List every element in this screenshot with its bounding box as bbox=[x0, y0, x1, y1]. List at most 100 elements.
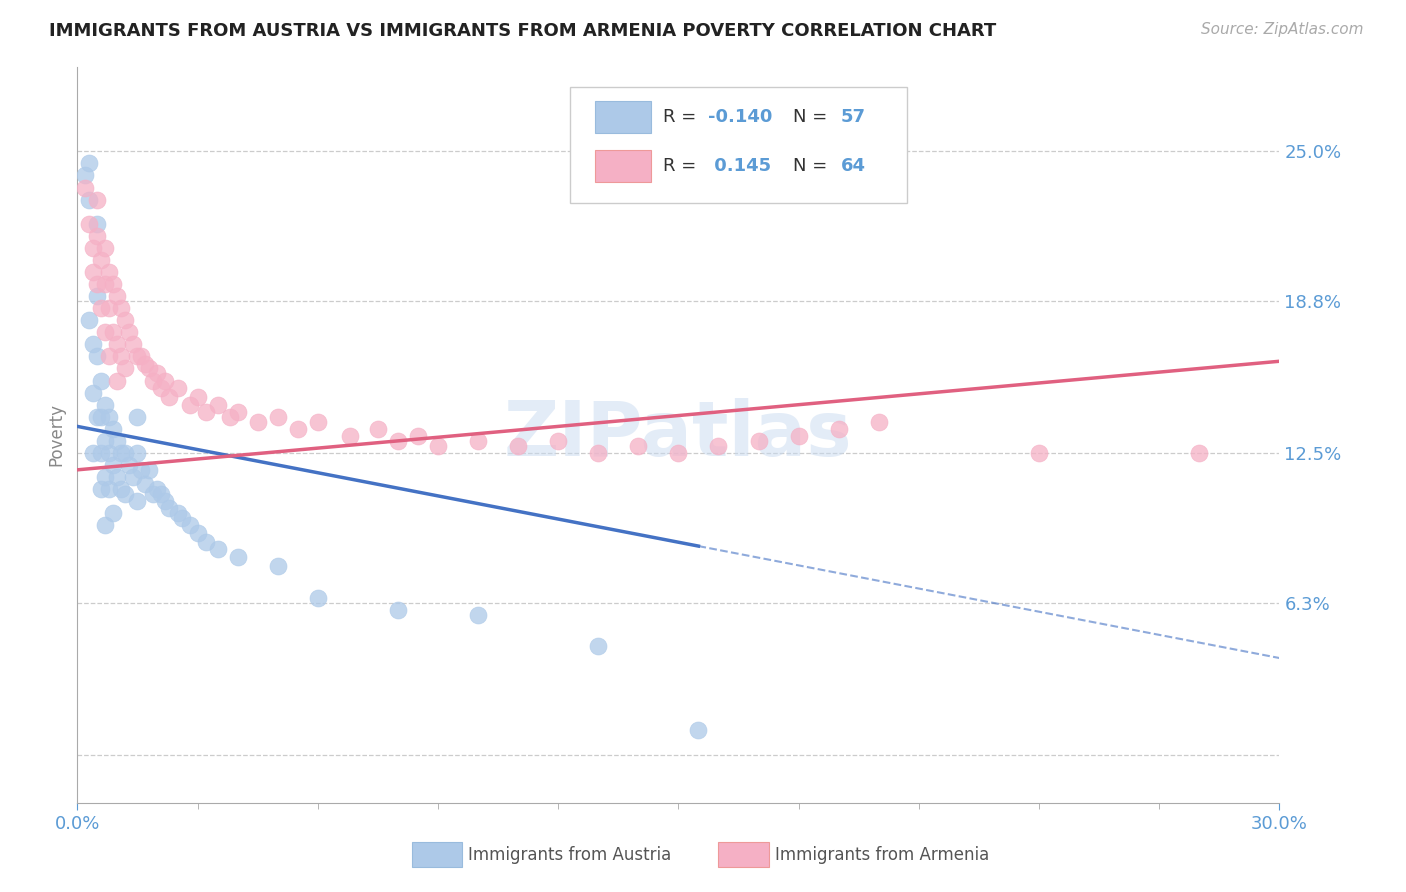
Point bbox=[103, 326, 125, 340]
Point bbox=[114, 361, 136, 376]
Point bbox=[155, 374, 177, 388]
Point bbox=[150, 381, 173, 395]
Point bbox=[75, 180, 97, 194]
Text: 0.145: 0.145 bbox=[709, 157, 772, 175]
Point bbox=[94, 398, 117, 412]
Point bbox=[307, 591, 329, 605]
Point bbox=[406, 429, 429, 443]
Text: Immigrants from Armenia: Immigrants from Armenia bbox=[775, 846, 988, 864]
Point bbox=[107, 374, 129, 388]
Text: 57: 57 bbox=[841, 108, 866, 126]
Point bbox=[114, 313, 136, 327]
Point bbox=[86, 350, 108, 364]
Point bbox=[226, 405, 249, 419]
Point bbox=[138, 463, 160, 477]
Point bbox=[82, 446, 104, 460]
Point bbox=[131, 463, 153, 477]
Point bbox=[179, 398, 201, 412]
Point bbox=[387, 603, 409, 617]
Point bbox=[186, 391, 209, 405]
Text: N =: N = bbox=[793, 108, 832, 126]
Point bbox=[868, 415, 890, 429]
Point bbox=[122, 470, 145, 484]
Point bbox=[387, 434, 409, 448]
Point bbox=[146, 482, 169, 496]
Text: ZIPatlas: ZIPatlas bbox=[505, 398, 852, 472]
Point bbox=[86, 217, 108, 231]
Point bbox=[107, 434, 129, 448]
Point bbox=[103, 458, 125, 472]
Point bbox=[159, 391, 181, 405]
Point bbox=[287, 422, 309, 436]
Point bbox=[114, 487, 136, 501]
Point bbox=[1028, 446, 1050, 460]
Point bbox=[194, 535, 217, 549]
Point bbox=[86, 277, 108, 291]
Point bbox=[467, 607, 489, 622]
Point bbox=[787, 429, 810, 443]
Point bbox=[86, 409, 108, 424]
Point bbox=[267, 409, 290, 424]
Point bbox=[107, 337, 129, 351]
Point bbox=[79, 217, 101, 231]
Point bbox=[170, 511, 193, 525]
Point bbox=[138, 361, 160, 376]
Point bbox=[90, 252, 112, 267]
Point bbox=[114, 446, 136, 460]
Point bbox=[828, 422, 851, 436]
Point bbox=[267, 559, 290, 574]
Point bbox=[1188, 446, 1211, 460]
Point bbox=[103, 422, 125, 436]
Point bbox=[166, 381, 188, 395]
Point bbox=[127, 409, 149, 424]
Point bbox=[207, 398, 229, 412]
Point bbox=[82, 337, 104, 351]
Point bbox=[110, 301, 132, 315]
Point bbox=[159, 501, 181, 516]
Point bbox=[103, 277, 125, 291]
Point bbox=[218, 409, 240, 424]
Text: N =: N = bbox=[793, 157, 832, 175]
Y-axis label: Poverty: Poverty bbox=[48, 403, 66, 467]
Point bbox=[748, 434, 770, 448]
Point bbox=[75, 169, 97, 183]
FancyBboxPatch shape bbox=[571, 87, 907, 203]
Point bbox=[134, 357, 156, 371]
FancyBboxPatch shape bbox=[412, 842, 463, 867]
Point bbox=[134, 477, 156, 491]
Point bbox=[103, 506, 125, 520]
Point bbox=[155, 494, 177, 508]
Text: R =: R = bbox=[662, 108, 702, 126]
Point bbox=[94, 470, 117, 484]
Point bbox=[588, 639, 610, 653]
Point bbox=[246, 415, 269, 429]
Point bbox=[194, 405, 217, 419]
Point bbox=[547, 434, 569, 448]
Point bbox=[94, 241, 117, 255]
Point bbox=[86, 289, 108, 303]
Point bbox=[110, 446, 132, 460]
Point bbox=[367, 422, 389, 436]
Text: Source: ZipAtlas.com: Source: ZipAtlas.com bbox=[1201, 22, 1364, 37]
Text: R =: R = bbox=[662, 157, 702, 175]
Point bbox=[508, 439, 530, 453]
Point bbox=[98, 350, 121, 364]
Point bbox=[98, 409, 121, 424]
Point bbox=[127, 494, 149, 508]
Point bbox=[79, 156, 101, 170]
Point bbox=[86, 228, 108, 243]
Point bbox=[427, 439, 450, 453]
Point bbox=[588, 446, 610, 460]
Point bbox=[107, 470, 129, 484]
Point bbox=[98, 482, 121, 496]
Point bbox=[94, 326, 117, 340]
Point bbox=[688, 723, 710, 738]
Point bbox=[122, 337, 145, 351]
Point bbox=[707, 439, 730, 453]
Point bbox=[226, 549, 249, 564]
Point bbox=[118, 458, 141, 472]
Point bbox=[668, 446, 690, 460]
Point bbox=[90, 482, 112, 496]
Point bbox=[98, 265, 121, 279]
Point bbox=[90, 446, 112, 460]
